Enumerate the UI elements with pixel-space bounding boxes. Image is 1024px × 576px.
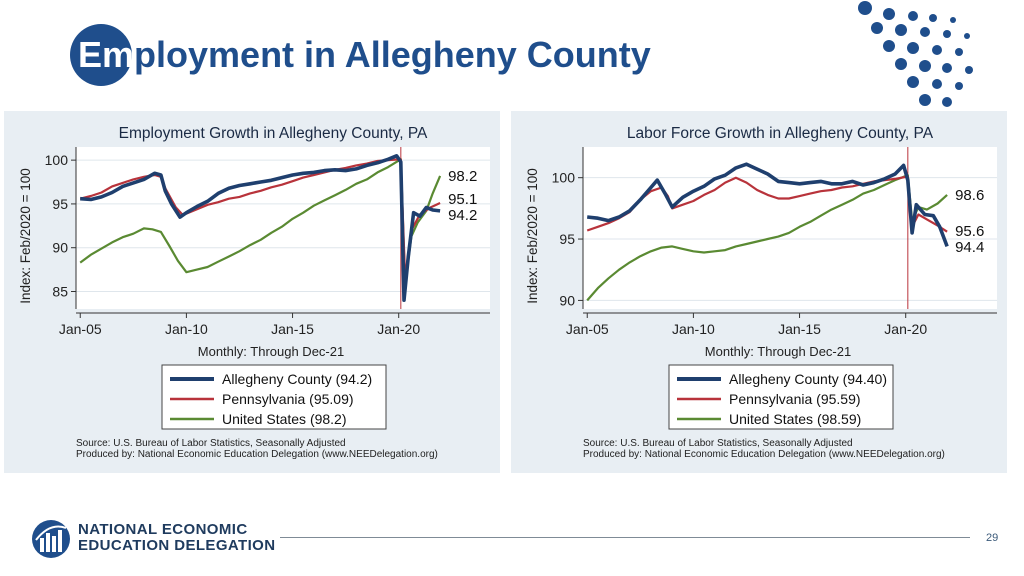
decoration-dot bbox=[932, 79, 942, 89]
end-value-label: 98.6 bbox=[955, 187, 984, 204]
employment-chart: Employment Growth in Allegheny County, P… bbox=[18, 125, 490, 460]
y-tick-label: 95 bbox=[559, 231, 575, 247]
producer-note: Produced by: National Economic Education… bbox=[583, 449, 945, 460]
x-tick-label: Jan-15 bbox=[778, 321, 821, 337]
decoration-dot bbox=[919, 60, 931, 72]
title-circle-decoration bbox=[70, 24, 132, 86]
decoration-dot bbox=[929, 14, 937, 22]
title-rest: ployment in Allegheny County bbox=[134, 34, 651, 75]
decoration-dot bbox=[907, 42, 919, 54]
x-tick-label: Jan-20 bbox=[377, 321, 420, 337]
decoration-dot bbox=[919, 94, 931, 106]
plot-area bbox=[76, 147, 490, 309]
legend-entry: Allegheny County (94.2) bbox=[222, 371, 372, 387]
end-value-label: 98.2 bbox=[448, 168, 477, 185]
x-tick-label: Jan-05 bbox=[59, 321, 102, 337]
decoration-dot bbox=[950, 17, 956, 23]
end-value-label: 95.1 bbox=[448, 191, 477, 208]
x-axis-label: Monthly: Through Dec-21 bbox=[198, 344, 344, 359]
x-tick-label: Jan-10 bbox=[672, 321, 715, 337]
series-line-1 bbox=[586, 175, 948, 233]
legend-entry: Allegheny County (94.40) bbox=[729, 371, 887, 387]
logo-text: NATIONAL ECONOMIC EDUCATION DELEGATION bbox=[78, 522, 275, 554]
x-tick-label: Jan-20 bbox=[884, 321, 927, 337]
legend-entry: United States (98.59) bbox=[729, 411, 861, 427]
chart-title: Employment Growth in Allegheny County, P… bbox=[119, 125, 428, 142]
footer-divider bbox=[280, 537, 970, 538]
end-value-label: 94.2 bbox=[448, 207, 477, 224]
y-axis-label: Index: Feb/2020 = 100 bbox=[18, 168, 33, 303]
chart-title: Labor Force Growth in Allegheny County, … bbox=[627, 125, 934, 142]
decoration-dot bbox=[942, 63, 952, 73]
decoration-dot bbox=[932, 45, 942, 55]
x-tick-label: Jan-05 bbox=[566, 321, 609, 337]
labor-force-chart: Labor Force Growth in Allegheny County, … bbox=[525, 125, 997, 460]
legend-entry: United States (98.2) bbox=[222, 411, 347, 427]
end-value-label: 94.4 bbox=[955, 239, 984, 256]
decoration-dot bbox=[942, 97, 952, 107]
decoration-dot bbox=[955, 82, 963, 90]
y-tick-label: 95 bbox=[52, 196, 68, 212]
decoration-dot bbox=[871, 22, 883, 34]
employment-chart-panel: Employment Growth in Allegheny County, P… bbox=[4, 111, 500, 473]
decoration-dot bbox=[907, 76, 919, 88]
x-tick-label: Jan-15 bbox=[271, 321, 314, 337]
page-number: 29 bbox=[986, 532, 999, 544]
x-tick-label: Jan-10 bbox=[165, 321, 208, 337]
y-tick-label: 100 bbox=[552, 170, 576, 186]
title-prefix: Em bbox=[78, 34, 135, 75]
series-line-0 bbox=[80, 154, 441, 302]
series-line-0 bbox=[586, 162, 949, 248]
decoration-dot bbox=[883, 40, 895, 52]
y-tick-label: 100 bbox=[45, 152, 69, 168]
source-note: Source: U.S. Bureau of Labor Statistics,… bbox=[583, 438, 853, 449]
page-title: Employment in Allegheny County bbox=[78, 34, 651, 76]
decoration-dot bbox=[964, 33, 970, 39]
decoration-dot bbox=[955, 48, 963, 56]
decoration-dot bbox=[883, 8, 895, 20]
y-tick-label: 85 bbox=[52, 283, 68, 299]
y-tick-label: 90 bbox=[52, 240, 68, 256]
decoration-dot bbox=[908, 11, 918, 21]
y-tick-label: 90 bbox=[559, 292, 575, 308]
producer-note: Produced by: National Economic Education… bbox=[76, 449, 438, 460]
y-axis-label: Index: Feb/2020 = 100 bbox=[525, 168, 540, 303]
plot-area bbox=[583, 147, 997, 309]
end-value-label: 95.6 bbox=[955, 223, 984, 240]
decoration-dot bbox=[895, 24, 907, 36]
decoration-dot bbox=[895, 58, 907, 70]
decoration-dot bbox=[920, 27, 930, 37]
source-note: Source: U.S. Bureau of Labor Statistics,… bbox=[76, 438, 346, 449]
x-axis-label: Monthly: Through Dec-21 bbox=[705, 344, 851, 359]
labor-force-chart-panel: Labor Force Growth in Allegheny County, … bbox=[511, 111, 1007, 473]
decoration-dot bbox=[858, 1, 872, 15]
dot-pattern-decoration bbox=[858, 1, 1005, 156]
logo-line-2: EDUCATION DELEGATION bbox=[78, 537, 276, 554]
legend-entry: Pennsylvania (95.09) bbox=[222, 391, 354, 407]
logo-line-1: NATIONAL ECONOMIC bbox=[78, 521, 248, 538]
need-logo-icon bbox=[32, 520, 70, 558]
decoration-dot bbox=[965, 66, 973, 74]
decoration-dot bbox=[943, 30, 951, 38]
legend-entry: Pennsylvania (95.59) bbox=[729, 391, 861, 407]
